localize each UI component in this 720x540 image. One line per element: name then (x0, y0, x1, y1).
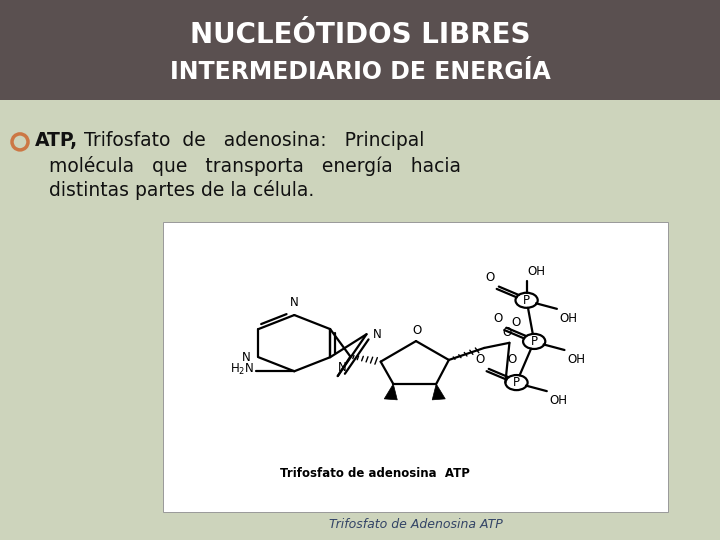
Polygon shape (384, 384, 397, 400)
Text: P: P (513, 376, 520, 389)
Text: ATP,: ATP, (35, 131, 78, 151)
Text: P: P (531, 335, 538, 348)
Text: O: O (503, 326, 512, 339)
Text: INTERMEDIARIO DE ENERGÍA: INTERMEDIARIO DE ENERGÍA (170, 60, 550, 84)
Text: NUCLEÓTIDOS LIBRES: NUCLEÓTIDOS LIBRES (190, 21, 530, 49)
Text: O: O (413, 324, 422, 337)
Text: N: N (290, 296, 299, 309)
Text: P: P (523, 294, 530, 307)
Text: distintas partes de la célula.: distintas partes de la célula. (49, 180, 314, 200)
Text: molécula   que   transporta   energía   hacia: molécula que transporta energía hacia (49, 156, 461, 176)
Text: O: O (512, 315, 521, 328)
Polygon shape (432, 384, 445, 400)
Text: O: O (485, 271, 495, 284)
Text: O: O (475, 353, 485, 366)
Text: Trifosfato de Adenosina ATP: Trifosfato de Adenosina ATP (328, 518, 503, 531)
Text: Trifosfato de adenosina  ATP: Trifosfato de adenosina ATP (280, 467, 470, 480)
Text: N: N (242, 350, 251, 364)
Bar (163, 222, 668, 512)
Text: N: N (338, 361, 346, 374)
Text: O: O (507, 353, 516, 366)
Text: N: N (372, 328, 382, 341)
Text: OH: OH (549, 394, 567, 407)
Text: H$_2$N: H$_2$N (230, 362, 254, 377)
Text: O: O (493, 312, 503, 325)
Bar (0, 0, 720, 100)
Text: Trifosfato  de   adenosina:   Principal: Trifosfato de adenosina: Principal (78, 131, 424, 151)
Text: OH: OH (528, 265, 546, 278)
Text: OH: OH (567, 353, 585, 366)
Text: OH: OH (559, 312, 577, 325)
Bar (0, 100, 720, 540)
